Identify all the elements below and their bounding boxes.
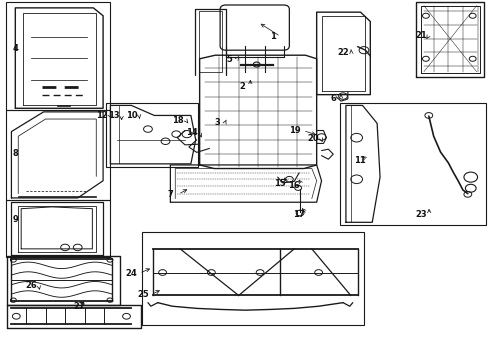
Text: 19: 19	[289, 126, 301, 135]
Bar	[5, 110, 110, 200]
Bar	[339, 103, 485, 225]
Bar	[5, 200, 110, 257]
Bar	[142, 232, 363, 325]
Text: 9: 9	[12, 215, 18, 224]
Text: 27: 27	[74, 302, 85, 311]
Text: 11: 11	[353, 156, 365, 165]
Text: 4: 4	[12, 44, 18, 53]
Text: 2: 2	[239, 82, 245, 91]
Text: 1: 1	[269, 32, 275, 41]
Text: 12: 12	[96, 111, 108, 120]
Text: 7: 7	[167, 190, 173, 199]
Text: 13: 13	[108, 111, 120, 120]
Text: 16: 16	[288, 180, 300, 189]
Text: 20: 20	[307, 134, 318, 143]
Text: 18: 18	[172, 116, 183, 125]
Text: 25: 25	[137, 290, 149, 299]
Text: 22: 22	[337, 48, 348, 57]
Bar	[5, 3, 110, 110]
Text: 10: 10	[125, 111, 137, 120]
Text: 8: 8	[12, 149, 18, 158]
Text: 14: 14	[185, 128, 197, 137]
Text: 26: 26	[25, 281, 37, 290]
Text: 17: 17	[293, 210, 305, 219]
Text: 5: 5	[225, 55, 231, 64]
Text: 3: 3	[214, 118, 220, 127]
Text: 15: 15	[273, 179, 285, 188]
Bar	[105, 103, 198, 167]
Text: 24: 24	[125, 269, 137, 278]
Text: 6: 6	[329, 94, 335, 103]
Text: 21: 21	[414, 31, 426, 40]
Text: 23: 23	[415, 210, 427, 219]
